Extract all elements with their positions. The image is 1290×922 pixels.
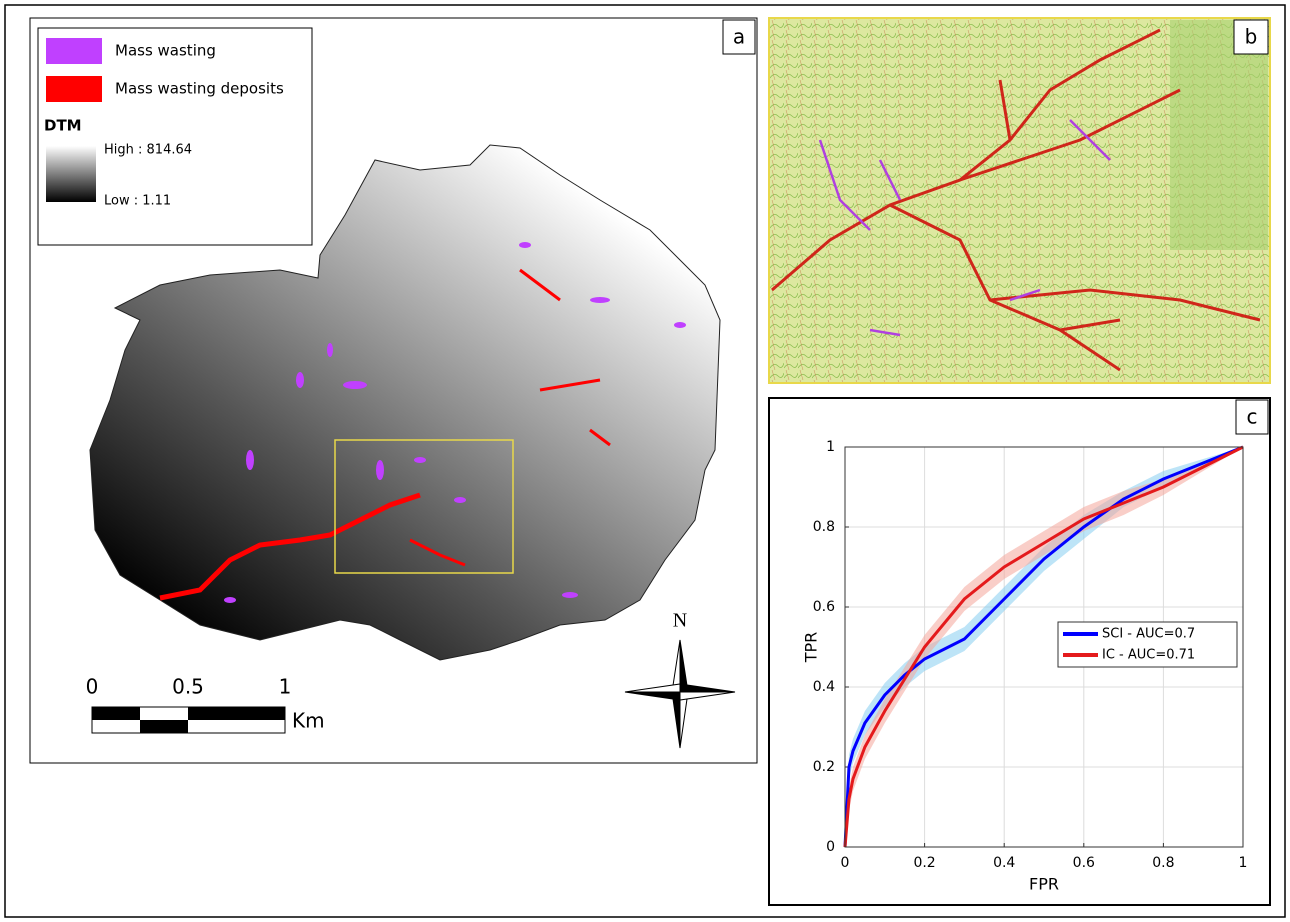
y-tick-label: 0.6 — [813, 599, 835, 615]
dtm-ramp — [46, 146, 96, 202]
legend-label: IC - AUC=0.71 — [1102, 648, 1195, 663]
legend-label: SCI - AUC=0.7 — [1102, 627, 1195, 642]
legend-swatch — [46, 38, 102, 64]
panel-label: b — [1245, 25, 1258, 49]
scale-bar — [92, 707, 285, 733]
scale-unit: Km — [292, 709, 325, 733]
legend-label: Mass wasting — [115, 42, 216, 60]
legend-title: DTM — [44, 117, 82, 135]
panel-a: a Mass wasting Mass wasting deposits DTM… — [30, 18, 757, 763]
x-tick-label: 0.6 — [1073, 855, 1095, 871]
y-axis-label: TPR — [802, 632, 821, 664]
y-tick-label: 1 — [826, 439, 835, 455]
scale-label: 1 — [279, 675, 292, 699]
scale-label: 0 — [86, 675, 99, 699]
x-tick-label: 1 — [1239, 855, 1248, 871]
panel-label: c — [1247, 405, 1258, 429]
panel-label: a — [733, 25, 745, 49]
y-tick-label: 0.4 — [813, 679, 835, 695]
y-tick-label: 0.2 — [813, 759, 835, 775]
x-tick-label: 0 — [841, 855, 850, 871]
legend-swatch — [46, 76, 102, 102]
x-axis-label: FPR — [1029, 875, 1059, 894]
north-label: N — [673, 610, 687, 632]
x-tick-label: 0.8 — [1152, 855, 1174, 871]
scale-label: 0.5 — [172, 675, 204, 699]
x-tick-label: 0.2 — [913, 855, 935, 871]
y-tick-label: 0.8 — [813, 519, 835, 535]
x-tick-label: 0.4 — [993, 855, 1015, 871]
dtm-low: Low : 1.11 — [104, 194, 171, 209]
figure: a Mass wasting Mass wasting deposits DTM… — [0, 0, 1290, 922]
panel-b: b — [769, 18, 1270, 383]
legend-label: Mass wasting deposits — [115, 80, 284, 98]
dtm-high: High : 814.64 — [104, 143, 192, 158]
y-tick-label: 0 — [826, 839, 835, 855]
